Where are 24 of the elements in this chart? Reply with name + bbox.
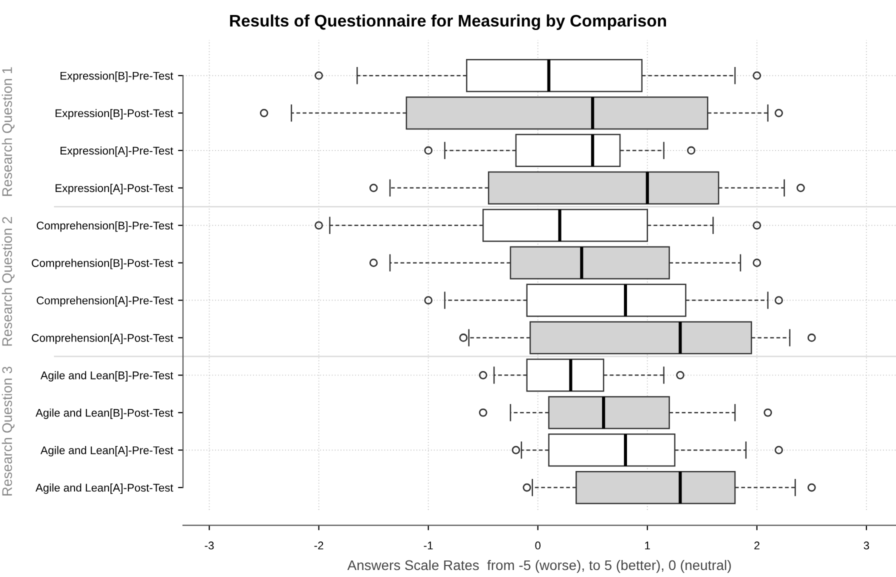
y-tick-label: Agile and Lean[B]-Pre-Test xyxy=(40,371,174,382)
chart-title: Results of Questionnaire for Measuring by Comparison xyxy=(230,14,666,30)
y-tick-label: Comprehension[B]-Post-Test xyxy=(32,258,174,270)
text: Research Question 2 xyxy=(2,217,15,346)
x-tick-label: 0 xyxy=(535,542,541,550)
y-tick-label: Expression[A]-Pre-Test xyxy=(60,146,174,157)
x-tick-label: 1 xyxy=(645,542,650,550)
text: Research Question 3 xyxy=(2,366,15,496)
y-tick-label: Expression[B]-Pre-Test xyxy=(60,72,174,82)
y-tick-label: Expression[A]-Post-Test xyxy=(56,184,174,194)
y-tick-label: Comprehension[B]-Pre-Test xyxy=(36,221,174,232)
x-tick-label: -3 xyxy=(204,542,214,550)
y-tick-label: Agile and Lean[A]-Post-Test xyxy=(36,484,174,494)
text: Research Question 1 xyxy=(2,67,15,196)
y-tick-label: Agile and Lean[B]-Post-Test xyxy=(36,408,174,419)
x-tick-label: 2 xyxy=(754,542,760,550)
x-tick-label: -1 xyxy=(424,542,433,550)
x-tick-label: -2 xyxy=(314,542,324,550)
x-tick-label: 3 xyxy=(864,542,870,550)
y-tick-label: Comprehension[A]-Post-Test xyxy=(32,334,174,344)
y-tick-label: Expression[B]-Post-Test xyxy=(56,109,174,120)
x-axis-title: Answers Scale Rates from -5 (worse), to 5 (better), 0 (neutral) xyxy=(347,560,731,573)
y-tick-label: Comprehension[A]-Pre-Test xyxy=(36,296,174,307)
y-tick-label: Agile and Lean[A]-Pre-Test xyxy=(40,446,174,456)
